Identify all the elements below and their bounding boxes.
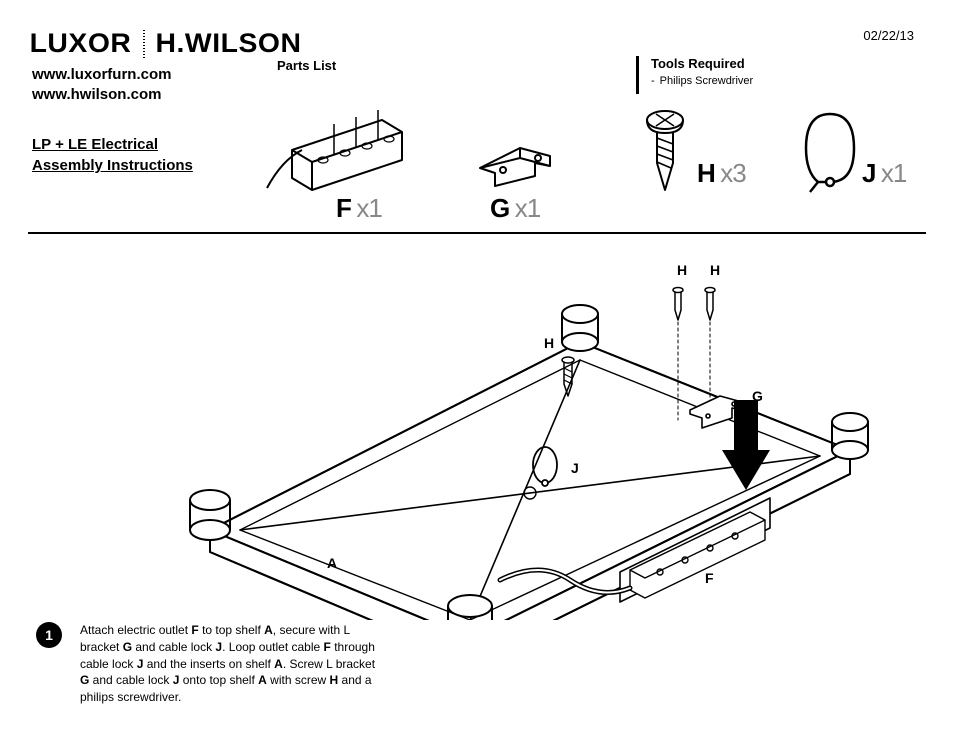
part-g-icon: [470, 118, 560, 193]
part-g-label: G x1: [490, 193, 540, 224]
st-t1: Attach electric outlet: [80, 623, 191, 637]
st-b3: G: [123, 640, 132, 654]
part-f-qty: x1: [356, 193, 381, 223]
part-j-qty: x1: [881, 158, 906, 188]
brand-logo: LUXOR H.WILSON: [32, 28, 922, 59]
part-j-label: J x1: [862, 158, 906, 189]
st-t2: to top shelf: [199, 623, 264, 637]
divider-rule: [28, 232, 926, 234]
parts-list-header: Parts List: [277, 58, 336, 73]
st-t8: . Screw L bracket: [283, 657, 375, 671]
tools-required: Tools Required - Philips Screwdriver: [636, 56, 753, 94]
diag-label-h2: H: [710, 262, 720, 278]
doc-title-l1: LP + LE Electrical: [32, 136, 158, 153]
step-badge: 1: [36, 622, 62, 648]
url-1: www.luxorfurn.com: [32, 65, 922, 85]
st-b11: H: [330, 673, 339, 687]
st-t4: and cable lock: [132, 640, 215, 654]
st-b8: G: [80, 673, 89, 687]
tools-item-text: Philips Screwdriver: [660, 75, 754, 87]
part-j-icon: [800, 108, 860, 203]
diag-label-h1: H: [677, 262, 687, 278]
part-g-letter: G: [490, 193, 510, 223]
step-1: 1 Attach electric outlet F to top shelf …: [36, 622, 380, 706]
part-f-letter: F: [336, 193, 352, 223]
st-t11: with screw: [267, 673, 330, 687]
date: 02/22/13: [863, 28, 914, 43]
logo-right: H.WILSON: [156, 28, 302, 59]
part-h-letter: H: [697, 158, 716, 188]
part-g-qty: x1: [515, 193, 540, 223]
urls: www.luxorfurn.com www.hwilson.com: [32, 65, 922, 106]
assembly-diagram: [150, 250, 890, 625]
part-h-icon: [640, 108, 690, 203]
st-b2: A: [264, 623, 273, 637]
tools-required-header: Tools Required: [651, 56, 753, 71]
st-b10: A: [258, 673, 267, 687]
diag-label-a: A: [327, 555, 337, 571]
part-h-label: H x3: [697, 158, 746, 189]
doc-title: LP + LE Electrical Assembly Instructions: [32, 134, 193, 178]
bullet-icon: -: [651, 75, 655, 87]
diag-label-g: G: [752, 388, 763, 404]
st-t9: and cable lock: [89, 673, 172, 687]
diag-label-j: J: [571, 460, 579, 476]
st-b5: F: [324, 640, 331, 654]
st-b7: A: [274, 657, 283, 671]
st-t7: and the inserts on shelf: [143, 657, 274, 671]
part-h-qty: x3: [720, 158, 745, 188]
st-t5: . Loop outlet cable: [222, 640, 323, 654]
part-f-icon: [262, 90, 412, 200]
part-j-letter: J: [862, 158, 876, 188]
tools-item: - Philips Screwdriver: [651, 75, 753, 87]
logo-divider: [143, 30, 145, 58]
step-text: Attach electric outlet F to top shelf A,…: [80, 622, 380, 706]
st-b1: F: [191, 623, 198, 637]
step-number: 1: [45, 627, 53, 643]
diag-label-f: F: [705, 570, 714, 586]
part-f-label: F x1: [336, 193, 382, 224]
st-t10: onto top shelf: [179, 673, 258, 687]
doc-title-l2: Assembly Instructions: [32, 157, 193, 174]
diag-label-h3: H: [544, 335, 554, 351]
logo-left: LUXOR: [30, 28, 132, 59]
url-2: www.hwilson.com: [32, 85, 922, 105]
